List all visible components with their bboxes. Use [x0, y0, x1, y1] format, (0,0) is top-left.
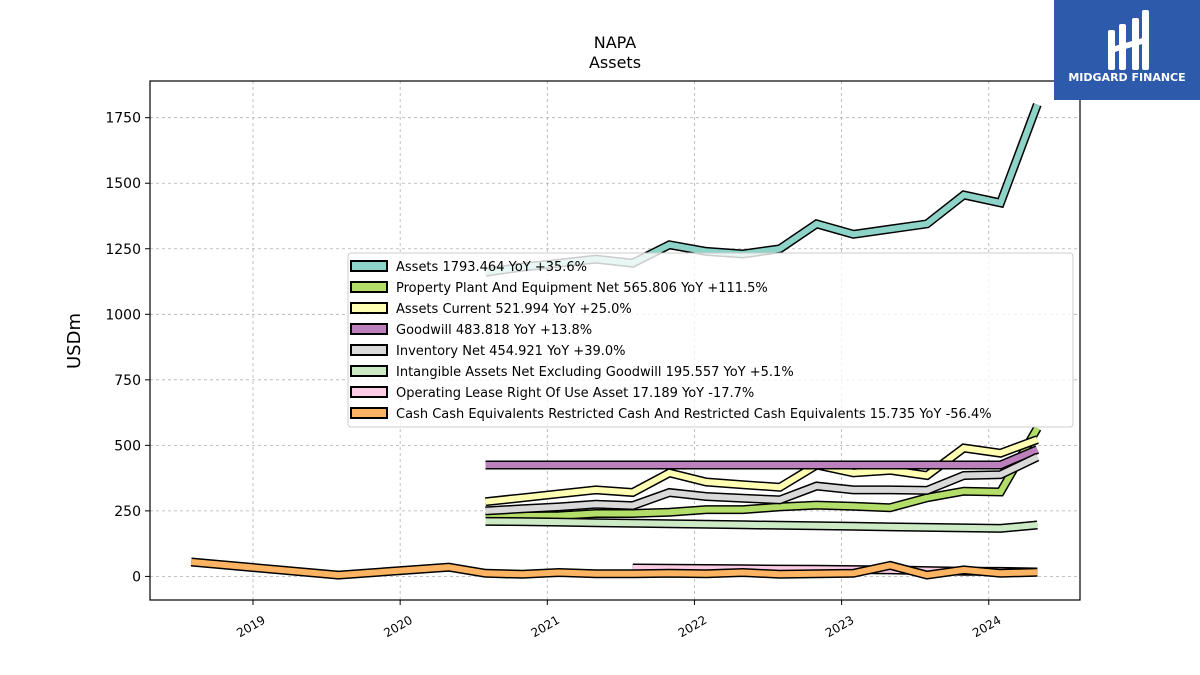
y-tick-label: 250 [114, 504, 141, 520]
series-1 [485, 426, 1042, 522]
y-tick-label: 1500 [105, 176, 141, 192]
legend-entry: Property Plant And Equipment Net 565.806… [396, 281, 768, 296]
legend-entry: Intangible Assets Net Excluding Goodwill… [396, 365, 794, 380]
legend-entry: Operating Lease Right Of Use Asset 17.18… [396, 386, 754, 401]
legend-entry: Assets Current 521.994 YoY +25.0% [396, 302, 632, 317]
legend-swatch [350, 407, 388, 419]
x-axis-ticks: 2019 2020 2021 2022 2023 2024 [234, 600, 1003, 640]
legend-swatch [350, 302, 388, 314]
y-tick-label: 1250 [105, 242, 141, 258]
series-line-outline [484, 103, 1042, 277]
series-3 [485, 445, 1040, 470]
y-tick-label: 1000 [105, 307, 141, 323]
legend-entry: Inventory Net 454.921 YoY +39.0% [396, 344, 626, 359]
x-tick-label: 2020 [381, 613, 414, 640]
x-tick-label: 2021 [529, 613, 562, 640]
x-tick-label: 2024 [970, 613, 1003, 640]
legend-swatch [350, 281, 388, 293]
midgard-finance-logo: MIDGARD FINANCE [1054, 0, 1200, 100]
logo-mark-icon [1108, 10, 1149, 70]
legend-swatch [350, 386, 388, 398]
series-line [485, 426, 1040, 521]
legend-entry: Goodwill 483.818 YoY +13.8% [396, 323, 592, 338]
series-line [485, 454, 1039, 514]
legend-box [347, 252, 1074, 428]
chart-title: NAPA [594, 33, 637, 52]
series-7 [190, 557, 1038, 580]
series-line [485, 518, 1038, 532]
series-line [190, 559, 1038, 579]
x-tick-label: 2023 [823, 613, 856, 640]
y-tick-label: 1750 [105, 111, 141, 127]
series-line [485, 446, 1039, 468]
x-tick-label: 2022 [676, 613, 709, 640]
legend-swatch [350, 365, 388, 377]
y-tick-label: 500 [114, 438, 141, 454]
logo-background [1054, 0, 1200, 100]
legend-swatch [350, 344, 388, 356]
y-tick-label: 0 [132, 569, 141, 585]
series-5 [485, 516, 1038, 533]
legend-entry: Assets 1793.464 YoY +35.6% [396, 260, 587, 275]
legend-entry: Cash Cash Equivalents Restricted Cash An… [396, 407, 992, 422]
y-axis-label: USDm [64, 313, 85, 369]
logo-text: MIDGARD FINANCE [1068, 71, 1185, 84]
series-4 [485, 453, 1040, 516]
legend-swatch [350, 260, 388, 272]
series-0 [484, 103, 1042, 277]
plot-area-frame [149, 80, 1081, 601]
chart-subtitle: Assets [589, 53, 641, 72]
y-axis-ticks: 0 250 500 750 1000 1250 1500 1750 [105, 111, 150, 585]
legend-swatch [350, 323, 388, 335]
y-tick-label: 750 [114, 373, 141, 389]
x-tick-label: 2019 [234, 613, 267, 640]
legend: Assets 1793.464 YoY +35.6% Property Plant… [347, 252, 1074, 428]
